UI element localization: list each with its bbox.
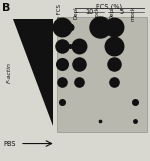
Point bbox=[61, 62, 64, 65]
Point bbox=[78, 62, 80, 65]
Text: PBS: PBS bbox=[4, 141, 16, 147]
Point bbox=[98, 26, 101, 28]
Text: Depl: Depl bbox=[74, 7, 79, 19]
Point bbox=[61, 101, 64, 103]
Text: B: B bbox=[2, 3, 11, 13]
Point bbox=[113, 81, 116, 83]
Point bbox=[134, 101, 136, 103]
Point bbox=[61, 81, 64, 83]
Text: F-actin: F-actin bbox=[6, 62, 11, 83]
Point bbox=[61, 45, 64, 47]
Text: FCS (%): FCS (%) bbox=[96, 4, 123, 10]
Text: 10: 10 bbox=[85, 9, 93, 15]
Text: Depl: Depl bbox=[109, 7, 114, 19]
Point bbox=[69, 45, 71, 47]
Bar bbox=[57, 17, 147, 132]
Point bbox=[69, 26, 71, 28]
Point bbox=[134, 120, 136, 123]
Point bbox=[113, 26, 116, 28]
Text: no FCS: no FCS bbox=[57, 4, 62, 23]
Text: mock: mock bbox=[94, 6, 99, 21]
Text: mock: mock bbox=[130, 6, 135, 21]
Point bbox=[113, 62, 116, 65]
Text: 5: 5 bbox=[120, 9, 124, 15]
Point bbox=[61, 26, 64, 28]
Point bbox=[98, 120, 101, 123]
Point bbox=[78, 45, 80, 47]
Point bbox=[113, 45, 116, 47]
Point bbox=[78, 81, 80, 83]
Polygon shape bbox=[13, 19, 53, 126]
